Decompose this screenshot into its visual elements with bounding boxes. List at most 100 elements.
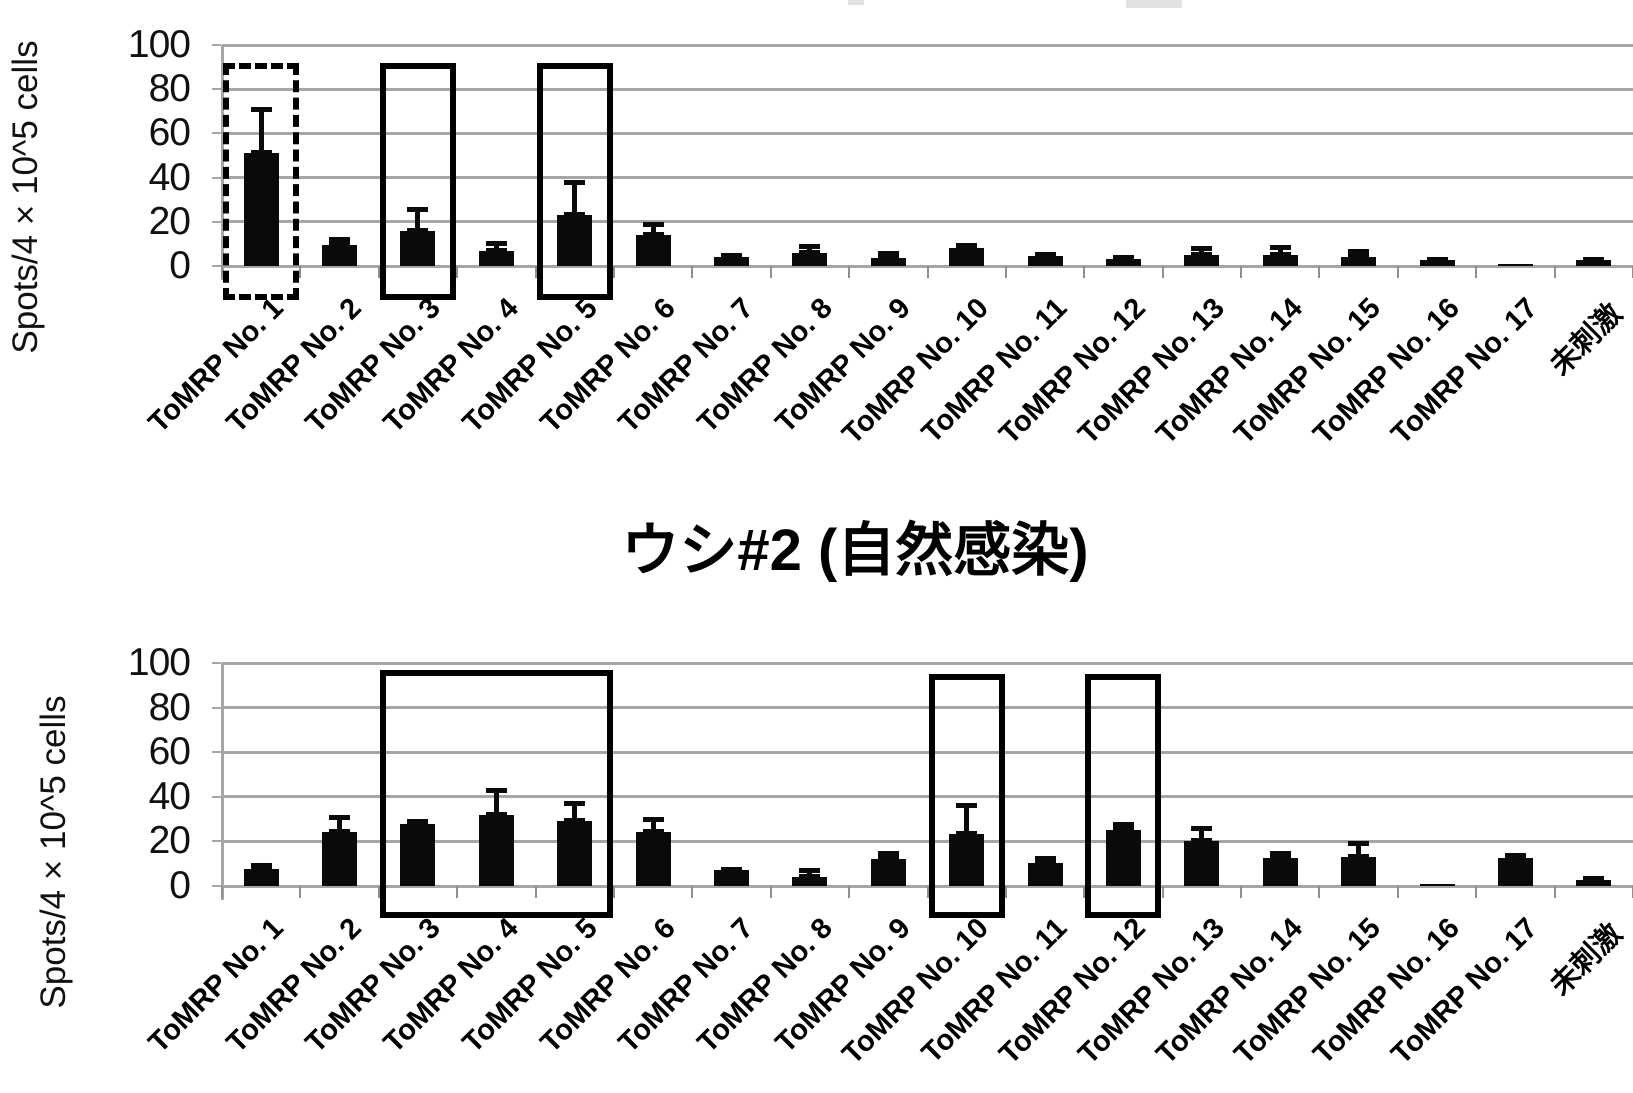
- bar: [1027, 256, 1063, 266]
- bar: [949, 833, 985, 886]
- x-axis-tick: [691, 886, 694, 898]
- y-axis-tick: [212, 132, 221, 135]
- error-bar-cap-bottom: [1034, 253, 1056, 259]
- error-bar-stem: [258, 109, 264, 154]
- y-axis-line: [221, 663, 224, 900]
- highlight-box: [379, 62, 456, 300]
- y-tick-label: 40: [148, 774, 191, 818]
- x-axis-tick: [848, 886, 851, 898]
- error-bar-stem: [572, 803, 578, 822]
- error-bar-stem: [1277, 247, 1283, 255]
- error-bar-cap-top: [1191, 246, 1213, 252]
- error-bar-cap-top: [564, 180, 586, 186]
- error-bar-cap-bottom: [1504, 855, 1526, 861]
- error-bar-cap-bottom: [564, 818, 586, 824]
- bar: [1105, 830, 1141, 886]
- x-axis-tick: [1161, 266, 1164, 278]
- error-bar-cap-bottom: [1112, 256, 1134, 262]
- x-axis-tick: [1553, 266, 1556, 278]
- plot-area: ToMRP No. 1 ToMRP No. 2 ToMRP No. 3 ToMRP N…: [143, 43, 1633, 451]
- error-bar-stem: [337, 816, 343, 833]
- error-bar-cap-bottom: [642, 232, 664, 238]
- y-axis-tick: [212, 265, 221, 267]
- x-axis-tick: [1161, 886, 1164, 898]
- error-bar-cap-top: [1034, 856, 1056, 862]
- y-tick-label: 80: [148, 685, 191, 729]
- error-bar-cap-bottom: [1269, 855, 1291, 861]
- x-axis-tick: [377, 886, 380, 898]
- bar: [1419, 260, 1455, 266]
- x-category-label: 未刺激: [1543, 917, 1629, 1002]
- x-axis-tick: [769, 886, 772, 898]
- error-bar-cap-top: [329, 814, 351, 820]
- y-tick-label: 0: [169, 244, 191, 287]
- error-bar-cap-top: [1269, 245, 1291, 251]
- bar: [1341, 857, 1377, 886]
- x-axis-tick: [1396, 266, 1399, 278]
- error-bar-cap-top: [877, 250, 899, 256]
- error-bar-cap-top: [250, 862, 272, 868]
- x-axis-tick: [377, 266, 380, 278]
- error-bar-cap-top: [642, 222, 664, 227]
- y-tick-label: 100: [127, 23, 191, 66]
- x-axis-tick: [1083, 886, 1086, 898]
- plot-area: ToMRP No. 1 ToMRP No. 2 ToMRP No. 3 ToMRP N…: [143, 661, 1633, 1071]
- x-axis-tick: [221, 266, 223, 278]
- bar: [557, 215, 593, 266]
- error-bar-cap-bottom: [799, 874, 821, 880]
- bar: [243, 153, 279, 266]
- y-axis-tick: [212, 795, 221, 798]
- error-bar-stem: [493, 242, 499, 251]
- bar: [1576, 260, 1612, 266]
- bar: [322, 832, 358, 886]
- y-axis-tick: [212, 706, 221, 709]
- highlight-box: [379, 669, 613, 918]
- error-bar-stem: [885, 852, 891, 860]
- error-bar-cap-bottom: [721, 254, 743, 260]
- error-bar-cap-top: [407, 206, 429, 212]
- bar: [870, 258, 906, 266]
- bar: [478, 250, 514, 266]
- x-axis-tick: [1240, 886, 1243, 898]
- chart-bottom-title: ウシ#2 (自然感染): [621, 518, 1089, 583]
- bar: [557, 821, 593, 886]
- x-axis-tick: [612, 266, 615, 278]
- error-bar-stem: [1120, 823, 1126, 831]
- gridline: [222, 750, 1633, 754]
- error-bar-cap-bottom: [1583, 257, 1605, 263]
- x-axis-tick: [1475, 266, 1478, 278]
- bar: [1262, 254, 1298, 266]
- error-bar-cap-bottom: [564, 212, 586, 218]
- error-bar-cap-top: [877, 850, 899, 856]
- error-bar-cap-bottom: [1191, 838, 1213, 844]
- x-axis-tick: [1318, 886, 1321, 898]
- error-bar-stem: [1356, 842, 1362, 857]
- gridline: [222, 706, 1633, 710]
- error-bar-cap-bottom: [956, 830, 978, 836]
- x-axis-tick: [769, 266, 772, 278]
- error-bar-stem: [493, 790, 499, 815]
- x-axis-tick: [1318, 266, 1321, 278]
- error-bar-cap-top: [329, 237, 351, 243]
- error-bar-cap-bottom: [1348, 854, 1370, 859]
- bar: [1105, 259, 1141, 266]
- bar: [635, 235, 671, 266]
- error-bar-cap-top: [485, 240, 507, 246]
- bar: [870, 859, 906, 886]
- error-bar-cap-top: [1348, 248, 1370, 254]
- x-axis-tick: [534, 266, 537, 278]
- error-bar-cap-bottom: [329, 829, 351, 835]
- error-bar-cap-bottom: [721, 867, 743, 873]
- y-axis-tick: [212, 220, 221, 223]
- bar: [1419, 883, 1455, 886]
- x-axis-tick: [1004, 886, 1007, 898]
- bar: [400, 823, 436, 886]
- x-axis-tick: [1553, 886, 1556, 898]
- gridline: [222, 176, 1633, 180]
- x-axis-tick: [1083, 266, 1086, 278]
- error-bar-cap-bottom: [485, 247, 507, 253]
- y-axis-tick: [212, 176, 221, 179]
- x-axis-tick: [1004, 266, 1007, 278]
